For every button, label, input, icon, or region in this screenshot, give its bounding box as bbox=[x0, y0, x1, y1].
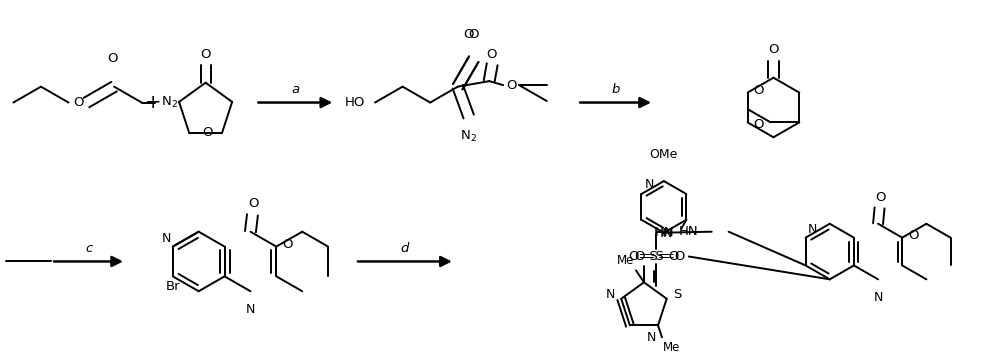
Text: N: N bbox=[644, 178, 653, 191]
Text: O: O bbox=[753, 84, 764, 97]
Text: O: O bbox=[283, 238, 293, 251]
Text: Br: Br bbox=[166, 280, 181, 293]
Text: d: d bbox=[401, 242, 409, 255]
Text: HN: HN bbox=[653, 227, 673, 240]
Text: N: N bbox=[246, 303, 255, 316]
Text: a: a bbox=[292, 83, 300, 96]
Text: O: O bbox=[753, 118, 764, 131]
Text: O: O bbox=[464, 28, 474, 41]
Text: +: + bbox=[145, 93, 161, 112]
Text: O=S=O: O=S=O bbox=[634, 250, 685, 263]
Text: O: O bbox=[74, 96, 84, 109]
Text: O: O bbox=[469, 28, 479, 41]
Text: O: O bbox=[875, 191, 885, 204]
Text: O: O bbox=[201, 48, 211, 61]
Text: O: O bbox=[107, 52, 117, 65]
Text: O: O bbox=[202, 126, 213, 139]
Text: Me: Me bbox=[616, 254, 634, 268]
Text: HN: HN bbox=[679, 225, 698, 238]
Text: O: O bbox=[486, 48, 497, 61]
Text: S: S bbox=[672, 288, 681, 301]
Text: O: O bbox=[506, 79, 516, 92]
Text: HN: HN bbox=[654, 226, 674, 239]
Text: O: O bbox=[248, 197, 259, 210]
Text: O: O bbox=[768, 43, 778, 56]
Text: OMe: OMe bbox=[649, 148, 678, 161]
Text: O: O bbox=[908, 229, 919, 242]
Text: N: N bbox=[807, 223, 817, 236]
Text: N: N bbox=[162, 232, 171, 245]
Text: b: b bbox=[611, 83, 619, 96]
Text: N$_2$: N$_2$ bbox=[461, 128, 478, 143]
Text: O=S=O: O=S=O bbox=[628, 250, 679, 263]
Text: N: N bbox=[873, 291, 883, 304]
Text: N$_2$: N$_2$ bbox=[161, 95, 178, 110]
Text: Me: Me bbox=[663, 341, 680, 354]
Text: HO: HO bbox=[345, 96, 366, 109]
Text: N: N bbox=[605, 288, 615, 301]
Text: N: N bbox=[646, 331, 656, 344]
Text: c: c bbox=[85, 242, 92, 255]
